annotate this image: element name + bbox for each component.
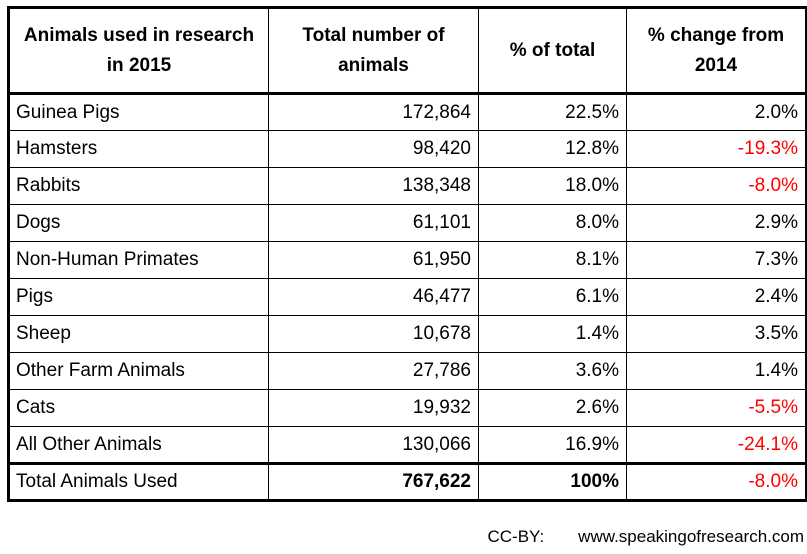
table-row: All Other Animals 130,066 16.9% -24.1%: [8, 426, 807, 464]
license-label: CC-BY:: [487, 527, 545, 546]
pct-change-cell: 2.0%: [626, 93, 807, 131]
total-number-cell: 19,932: [268, 389, 479, 427]
total-row: Total Animals Used 767,622 100% -8.0%: [8, 462, 807, 501]
col-header-pct-change: % change from 2014: [626, 7, 807, 95]
table-row: Other Farm Animals 27,786 3.6% 1.4%: [8, 352, 807, 390]
pct-of-total-cell: 22.5%: [478, 93, 627, 131]
table-row: Guinea Pigs 172,864 22.5% 2.0%: [8, 93, 807, 131]
animal-name-cell: Hamsters: [8, 130, 269, 168]
attribution-footer: CC-BY: www.speakingofresearch.com: [487, 527, 804, 547]
total-number-cell: 46,477: [268, 278, 479, 316]
total-number-cell: 138,348: [268, 167, 479, 205]
pct-change-cell: -8.0%: [626, 167, 807, 205]
total-number-cell: 130,066: [268, 426, 479, 464]
pct-change-cell: 7.3%: [626, 241, 807, 279]
pct-of-total-cell: 12.8%: [478, 130, 627, 168]
total-number-cell: 767,622: [268, 462, 479, 501]
header-row: Animals used in research in 2015 Total n…: [8, 7, 807, 95]
pct-change-cell: 2.4%: [626, 278, 807, 316]
pct-of-total-cell: 1.4%: [478, 315, 627, 353]
pct-of-total-cell: 8.0%: [478, 204, 627, 242]
animal-name-cell: Cats: [8, 389, 269, 427]
pct-of-total-cell: 8.1%: [478, 241, 627, 279]
table-row: Cats 19,932 2.6% -5.5%: [8, 389, 807, 427]
animal-name-cell: Sheep: [8, 315, 269, 353]
total-number-cell: 172,864: [268, 93, 479, 131]
pct-of-total-cell: 6.1%: [478, 278, 627, 316]
source-url: www.speakingofresearch.com: [578, 527, 804, 546]
total-label-cell: Total Animals Used: [8, 462, 269, 501]
total-number-cell: 98,420: [268, 130, 479, 168]
pct-of-total-cell: 18.0%: [478, 167, 627, 205]
pct-of-total-cell: 3.6%: [478, 352, 627, 390]
total-number-cell: 61,950: [268, 241, 479, 279]
table-row: Non-Human Primates 61,950 8.1% 7.3%: [8, 241, 807, 279]
table-body: Guinea Pigs 172,864 22.5% 2.0% Hamsters …: [8, 93, 807, 501]
col-header-total-number: Total number of animals: [268, 7, 479, 95]
table-row: Pigs 46,477 6.1% 2.4%: [8, 278, 807, 316]
table-row: Rabbits 138,348 18.0% -8.0%: [8, 167, 807, 205]
pct-change-cell: 3.5%: [626, 315, 807, 353]
animal-name-cell: Pigs: [8, 278, 269, 316]
animal-name-cell: Guinea Pigs: [8, 93, 269, 131]
animal-name-cell: Rabbits: [8, 167, 269, 205]
pct-change-cell: 2.9%: [626, 204, 807, 242]
animal-name-cell: All Other Animals: [8, 426, 269, 464]
col-header-pct-of-total: % of total: [478, 7, 627, 95]
pct-change-cell: -24.1%: [626, 426, 807, 464]
pct-of-total-cell: 16.9%: [478, 426, 627, 464]
animal-name-cell: Non-Human Primates: [8, 241, 269, 279]
pct-change-cell: 1.4%: [626, 352, 807, 390]
pct-change-cell: -8.0%: [626, 462, 807, 501]
pct-change-cell: -19.3%: [626, 130, 807, 168]
col-header-animals: Animals used in research in 2015: [8, 7, 269, 95]
table-row: Hamsters 98,420 12.8% -19.3%: [8, 130, 807, 168]
total-number-cell: 27,786: [268, 352, 479, 390]
pct-change-cell: -5.5%: [626, 389, 807, 427]
total-number-cell: 10,678: [268, 315, 479, 353]
pct-of-total-cell: 2.6%: [478, 389, 627, 427]
table-header: Animals used in research in 2015 Total n…: [8, 7, 807, 95]
animal-name-cell: Other Farm Animals: [8, 352, 269, 390]
total-number-cell: 61,101: [268, 204, 479, 242]
animals-research-table: Animals used in research in 2015 Total n…: [7, 6, 807, 502]
table-row: Dogs 61,101 8.0% 2.9%: [8, 204, 807, 242]
pct-of-total-cell: 100%: [478, 462, 627, 501]
table-row: Sheep 10,678 1.4% 3.5%: [8, 315, 807, 353]
animal-name-cell: Dogs: [8, 204, 269, 242]
